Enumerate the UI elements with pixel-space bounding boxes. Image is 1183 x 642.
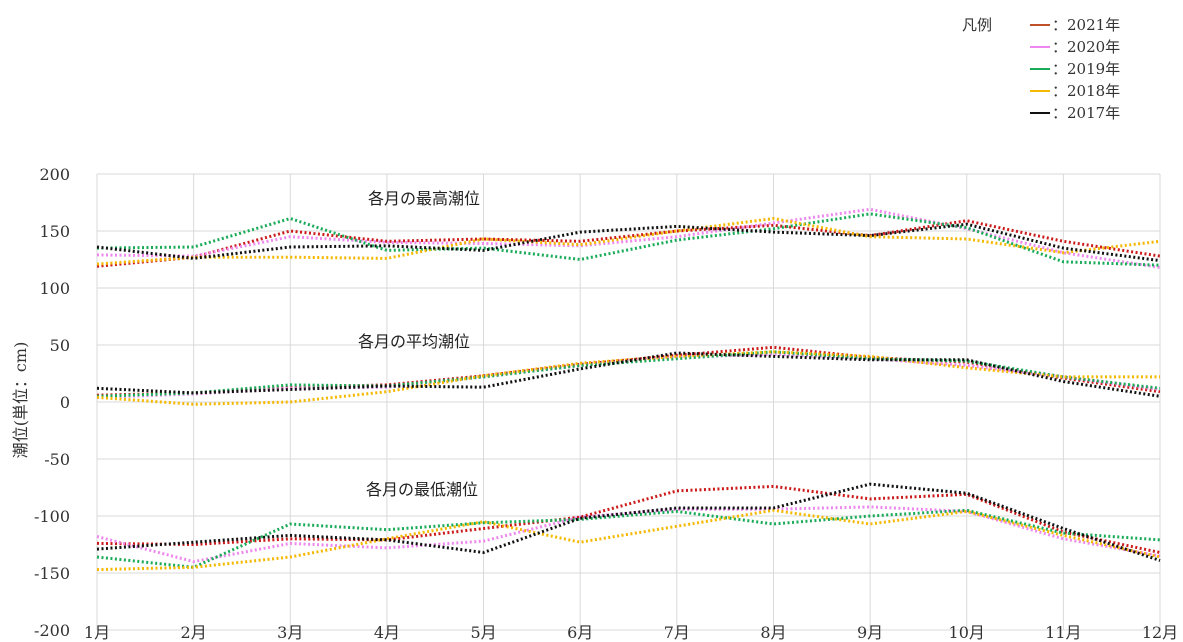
series-line <box>96 212 1161 267</box>
series-lines <box>96 207 1161 572</box>
x-tick-label: 7月 <box>664 623 690 642</box>
annotation-min: 各月の最低潮位 <box>366 480 478 499</box>
x-tick-label: 10月 <box>949 623 985 642</box>
x-tick-label: 2月 <box>181 623 207 642</box>
y-tick-labels: 200 150 100 50 0 -50 -100 -150 -200 <box>34 165 70 640</box>
y-tick-label: -50 <box>44 450 70 469</box>
x-tick-label: 3月 <box>277 623 303 642</box>
y-tick-label: -100 <box>34 507 70 526</box>
series-line <box>96 508 1161 569</box>
legend: 凡例 ：2021年 ：2020年 ：2019年 ：2018年 ：2017年 <box>962 16 1120 122</box>
series-line <box>96 505 1161 564</box>
y-tick-label: -200 <box>34 621 70 640</box>
series-line <box>96 484 1161 554</box>
x-tick-label: 5月 <box>470 623 496 642</box>
legend-label: ：2021年 <box>1052 16 1120 34</box>
series-line <box>96 216 1161 266</box>
y-axis-label: 潮位(単位：cm) <box>11 342 30 459</box>
y-tick-label: 150 <box>39 222 70 241</box>
x-tick-label: 11月 <box>1045 623 1081 642</box>
series-line <box>96 351 1161 398</box>
series-line <box>96 345 1161 397</box>
y-tick-label: 0 <box>60 393 70 412</box>
y-tick-label: 200 <box>39 165 70 184</box>
y-tick-label: -150 <box>34 564 70 583</box>
legend-label: ：2017年 <box>1052 104 1120 122</box>
x-tick-label: 9月 <box>857 623 883 642</box>
legend-title: 凡例 <box>962 16 992 34</box>
annotation-max: 各月の最高潮位 <box>368 189 480 208</box>
legend-label: ：2020年 <box>1052 38 1120 56</box>
series-line <box>96 219 1161 268</box>
x-tick-labels: 1月 2月 3月 4月 5月 6月 7月 8月 9月 10月 11月 12月 <box>84 623 1178 642</box>
x-tick-label: 1月 <box>84 623 110 642</box>
x-tick-label: 8月 <box>760 623 786 642</box>
series-line <box>96 350 1161 398</box>
annotation-mean: 各月の平均潮位 <box>358 332 470 351</box>
x-tick-label: 6月 <box>567 623 593 642</box>
x-tick-label: 12月 <box>1142 623 1178 642</box>
x-tick-label: 4月 <box>374 623 400 642</box>
series-line <box>96 350 1160 406</box>
series-line <box>96 508 1161 572</box>
legend-label: ：2018年 <box>1052 82 1120 100</box>
y-tick-label: 50 <box>50 336 70 355</box>
legend-label: ：2019年 <box>1052 60 1120 78</box>
y-tick-label: 100 <box>39 279 70 298</box>
